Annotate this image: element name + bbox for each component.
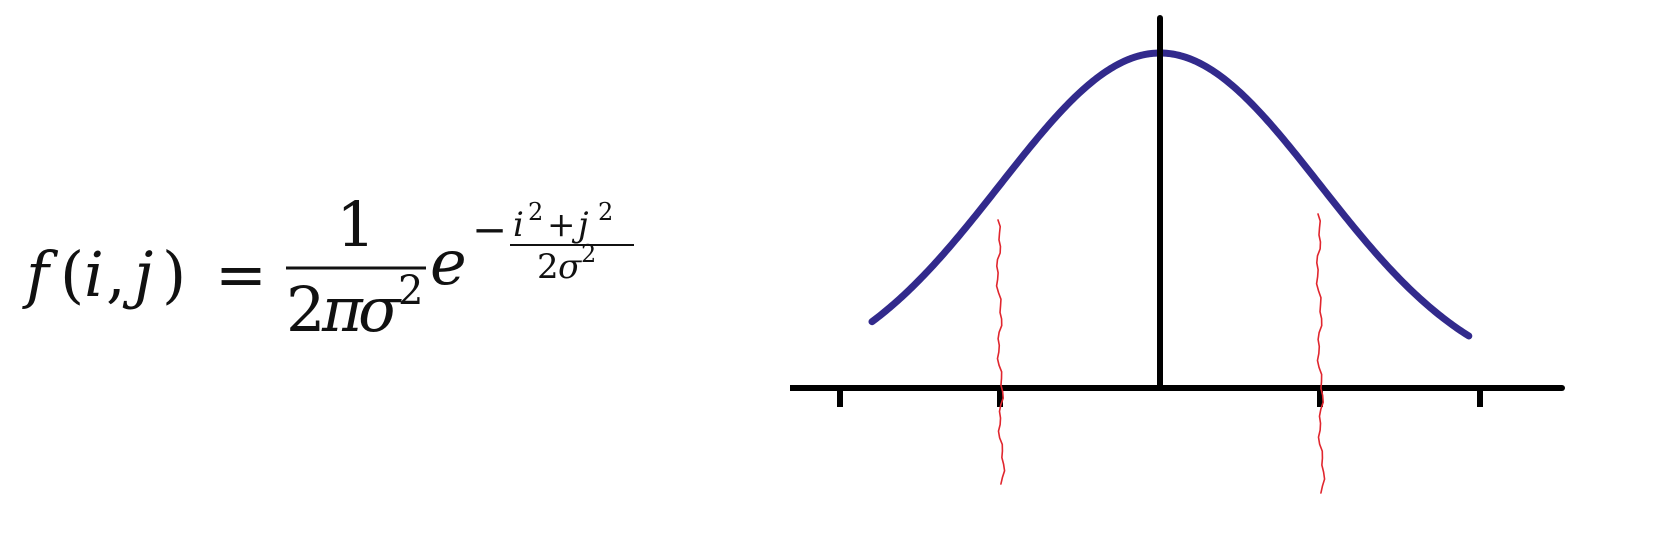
gaussian-curve-svg <box>790 15 1565 494</box>
formula-open-paren: ( <box>60 238 84 311</box>
formula-frac-den-sigma: σ <box>358 273 402 346</box>
gaussian-formula: f ( i , j ) = 1 2 π σ 2 e − i 2 + j 2 2 … <box>0 0 760 537</box>
formula-exp-den-sigma: σ <box>558 247 582 287</box>
gaussian-curve-diagram <box>790 0 1677 537</box>
formula-comma: , <box>106 238 126 311</box>
formula-exp-i: i <box>513 205 524 245</box>
formula-exp-j-power: 2 <box>598 198 613 226</box>
formula-frac-numerator: 1 <box>336 188 375 261</box>
formula-f: f <box>22 238 59 311</box>
formula-equals: = <box>215 238 267 311</box>
formula-exp-minus: − <box>472 205 507 254</box>
formula-frac-den-pi: π <box>321 273 364 346</box>
formula-exp-plus: + <box>547 205 576 245</box>
formula-i: i <box>84 238 104 311</box>
formula-e: e <box>430 226 467 299</box>
formula-frac-den-two: 2 <box>286 273 325 346</box>
formula-exp-den-power: 2 <box>581 240 596 268</box>
formula-close-paren: ) <box>162 238 186 311</box>
gaussian-curve <box>868 49 1473 340</box>
formula-svg: f ( i , j ) = 1 2 π σ 2 e − i 2 + j 2 2 … <box>22 188 634 346</box>
cutoff-marker-line <box>1315 213 1326 494</box>
formula-frac-den-exponent: 2 <box>398 268 423 314</box>
formula-exp-den-two: 2 <box>537 247 559 287</box>
formula-exp-i-power: 2 <box>528 198 543 226</box>
formula-j: j <box>122 238 153 311</box>
cutoff-marker-line <box>995 219 1006 485</box>
